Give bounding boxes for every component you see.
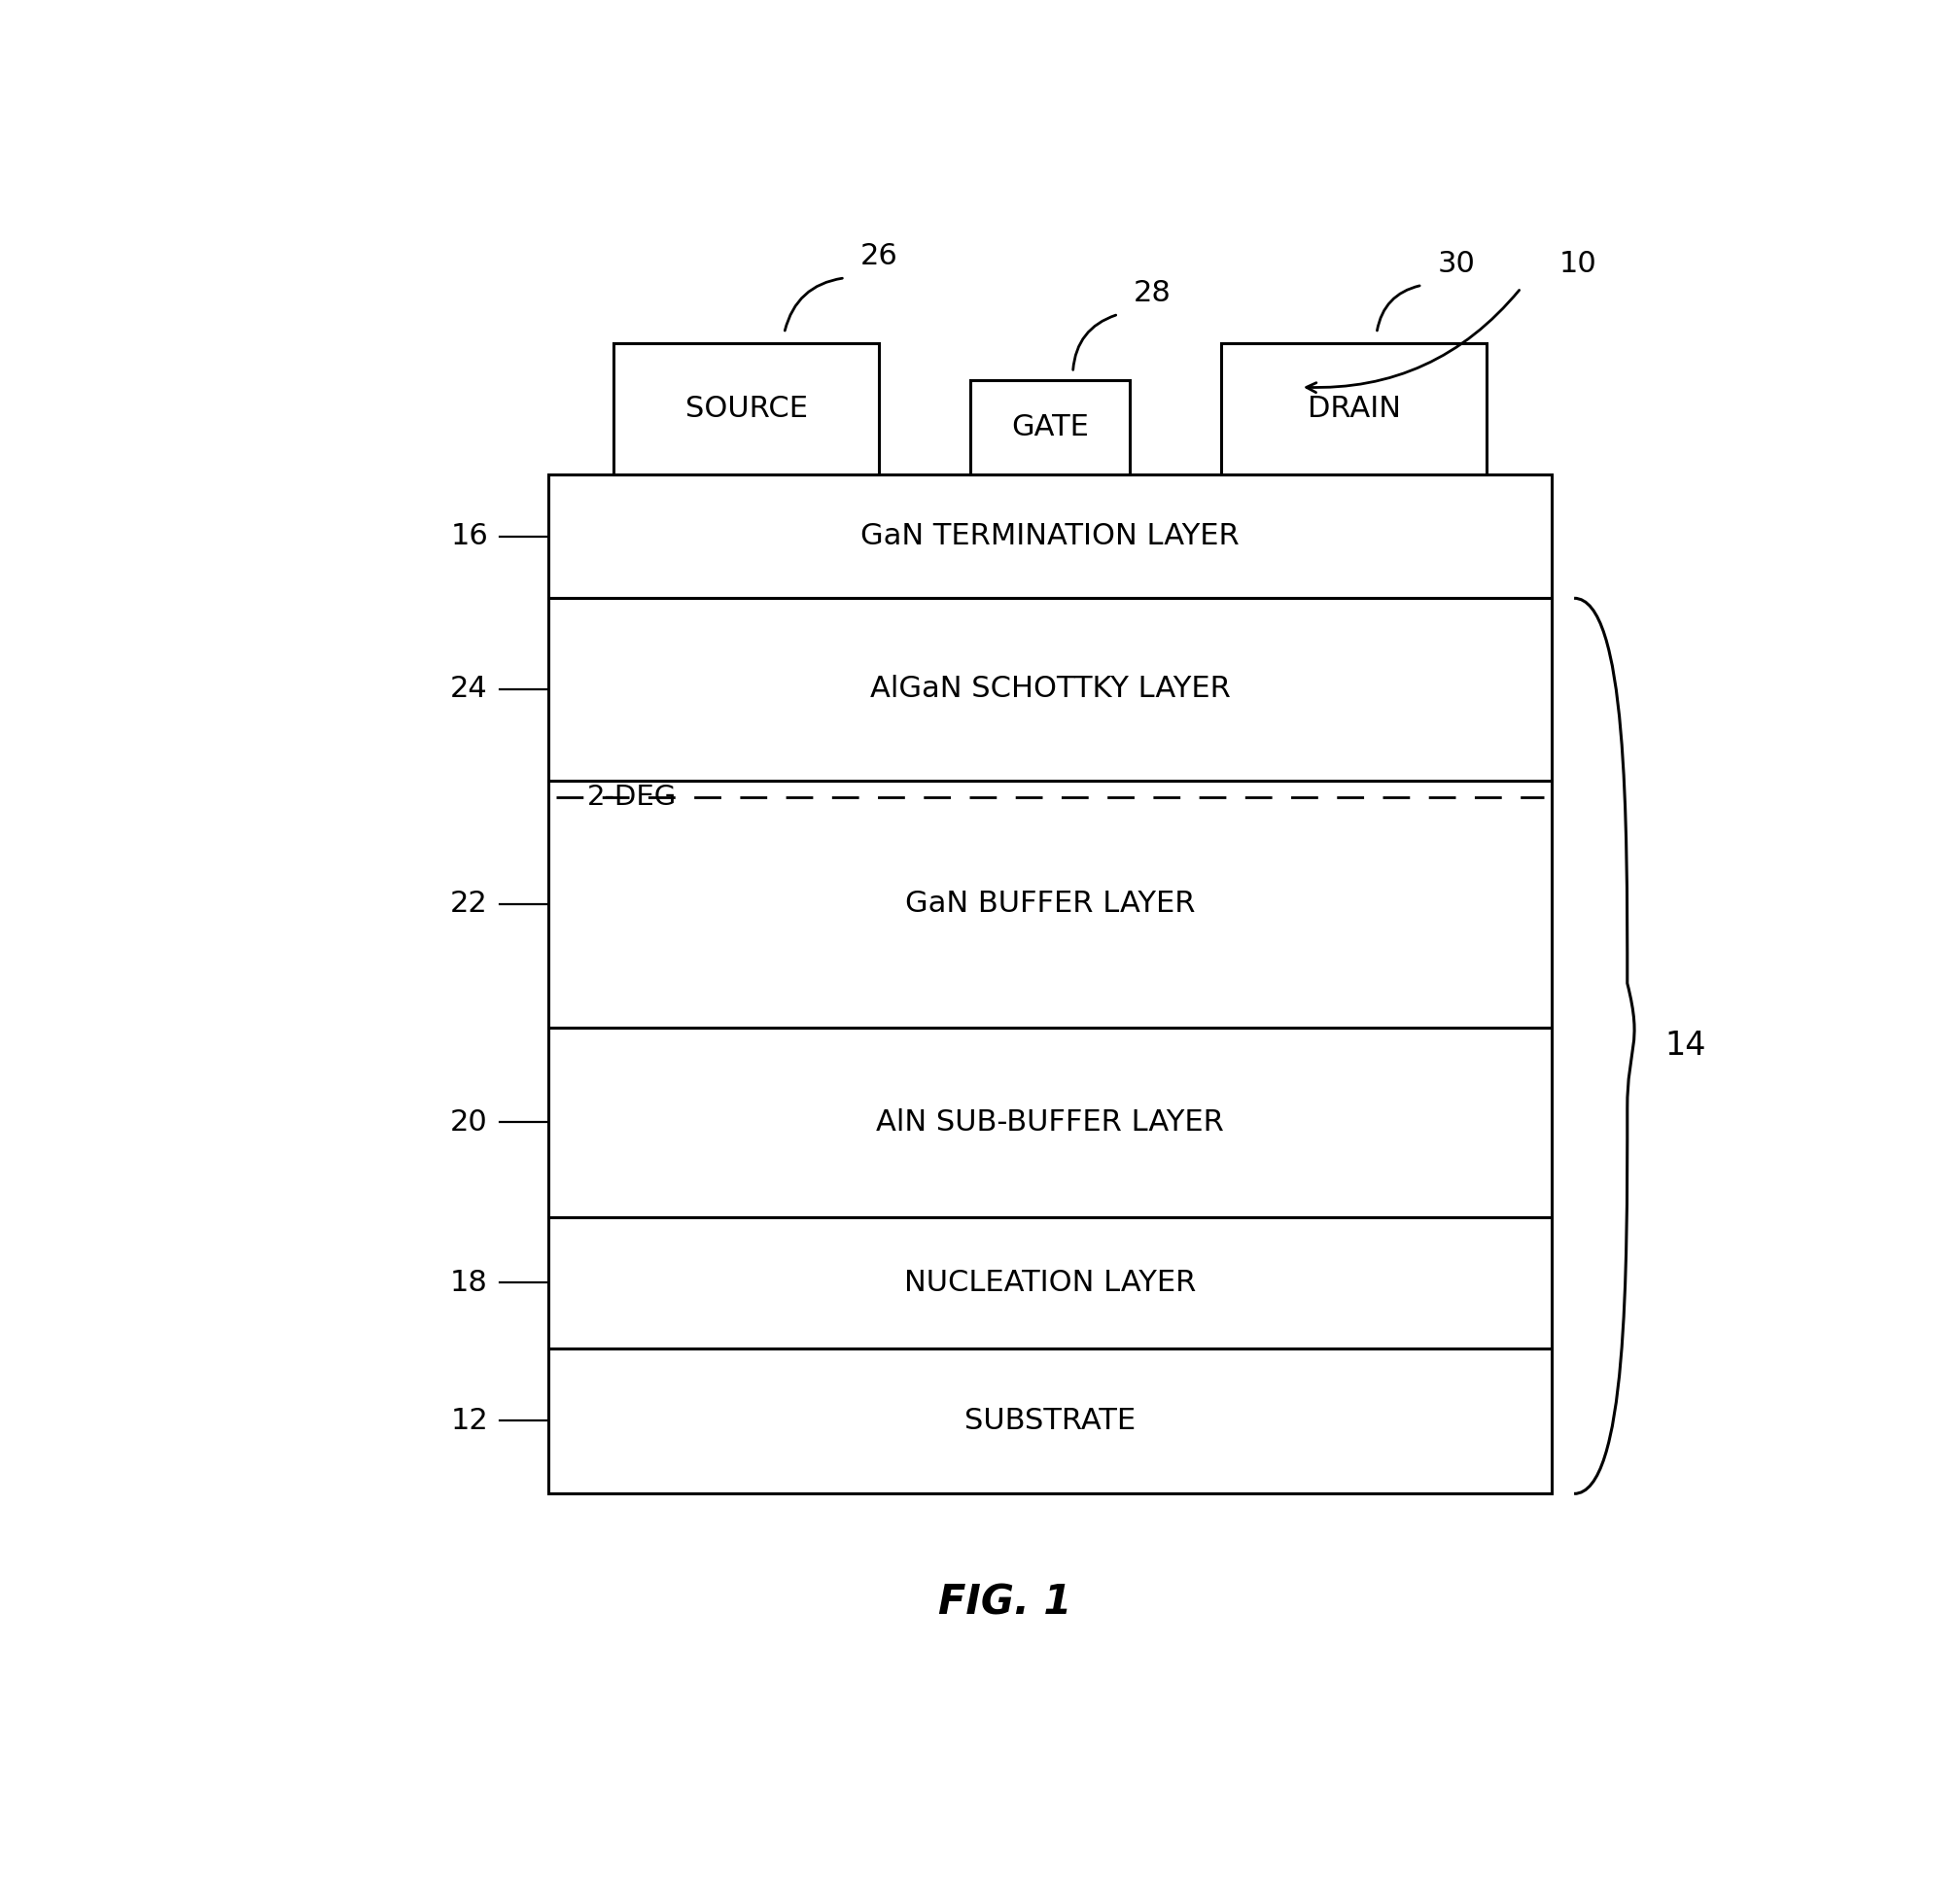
Text: 24: 24 xyxy=(451,675,488,703)
Bar xyxy=(970,380,1129,475)
Text: 10: 10 xyxy=(1558,250,1597,278)
Bar xyxy=(549,475,1552,598)
Bar xyxy=(613,344,880,475)
Text: 12: 12 xyxy=(451,1407,488,1435)
Text: 20: 20 xyxy=(451,1108,488,1136)
Text: 2-DEG: 2-DEG xyxy=(586,785,676,811)
Bar xyxy=(1221,344,1488,475)
Text: 16: 16 xyxy=(451,522,488,550)
Text: DRAIN: DRAIN xyxy=(1307,395,1401,424)
Text: 18: 18 xyxy=(451,1269,488,1297)
Text: GaN TERMINATION LAYER: GaN TERMINATION LAYER xyxy=(860,522,1239,550)
Text: AlGaN SCHOTTKY LAYER: AlGaN SCHOTTKY LAYER xyxy=(870,675,1231,703)
Bar xyxy=(549,1029,1552,1218)
Text: GATE: GATE xyxy=(1011,412,1090,441)
Text: NUCLEATION LAYER: NUCLEATION LAYER xyxy=(904,1269,1196,1297)
Text: SOURCE: SOURCE xyxy=(686,395,808,424)
Text: 28: 28 xyxy=(1133,278,1172,306)
Bar xyxy=(549,781,1552,1029)
Bar xyxy=(549,1218,1552,1348)
Text: GaN BUFFER LAYER: GaN BUFFER LAYER xyxy=(906,891,1196,919)
Text: 26: 26 xyxy=(860,242,898,270)
Text: SUBSTRATE: SUBSTRATE xyxy=(964,1407,1135,1435)
Text: AlN SUB-BUFFER LAYER: AlN SUB-BUFFER LAYER xyxy=(876,1108,1225,1136)
Bar xyxy=(549,1348,1552,1494)
Text: FIG. 1: FIG. 1 xyxy=(937,1583,1072,1622)
Text: 30: 30 xyxy=(1437,250,1476,278)
Text: 14: 14 xyxy=(1666,1031,1707,1063)
Text: 22: 22 xyxy=(451,891,488,919)
Bar xyxy=(549,598,1552,781)
